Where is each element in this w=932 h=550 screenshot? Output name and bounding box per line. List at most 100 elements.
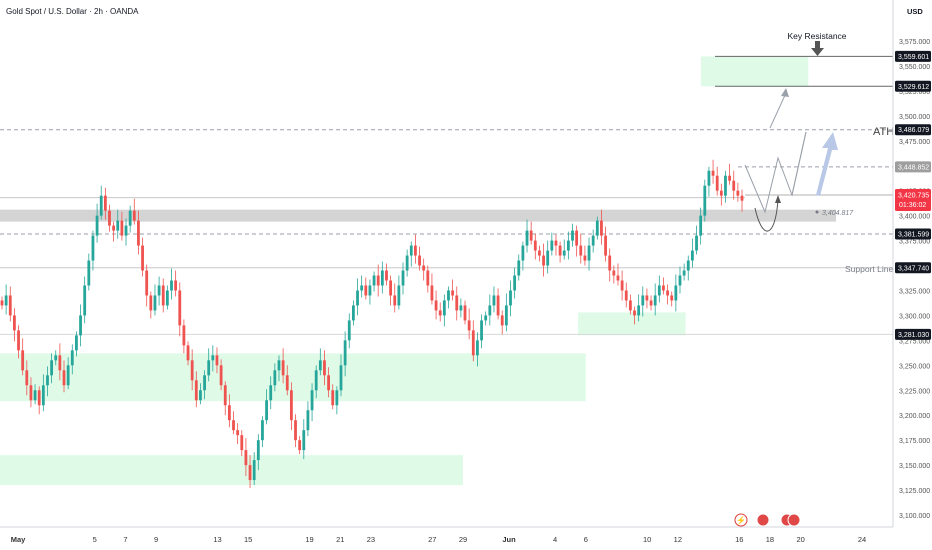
candle [364, 277, 368, 300]
candle [430, 273, 434, 305]
candle [455, 286, 459, 321]
candle [682, 263, 686, 281]
candle [331, 384, 335, 410]
candle [732, 170, 736, 200]
candle [509, 280, 512, 317]
x-tick-label: 24 [858, 535, 866, 544]
candle [128, 205, 132, 233]
candle [153, 284, 157, 316]
chart-title: Gold Spot / U.S. Dollar · 2h · OANDA [6, 7, 139, 16]
candle [277, 355, 281, 382]
candle [595, 216, 599, 240]
candle [442, 294, 446, 327]
zone-1 [0, 455, 464, 486]
candle [289, 382, 293, 431]
candle [463, 300, 467, 325]
candle [0, 296, 4, 310]
x-tick-label: 21 [336, 535, 344, 544]
price-tag-label: 3,529.612 [898, 84, 929, 91]
x-tick-label: 20 [796, 535, 804, 544]
candle [438, 302, 442, 322]
x-tick-label: 7 [123, 535, 127, 544]
y-tick-label: 3,275.000 [899, 338, 930, 345]
blue-projection-arrow [816, 132, 838, 196]
x-tick-label: 4 [553, 535, 557, 544]
y-tick-label: 3,400.000 [899, 214, 930, 221]
y-tick-label: 3,175.000 [899, 438, 930, 445]
x-tick-label: 16 [735, 535, 743, 544]
price-axis[interactable]: 3,100.000 3,125.000 3,150.000 3,175.000 3,20… [892, 0, 931, 527]
candle [695, 225, 698, 255]
candle [108, 204, 111, 232]
candle [58, 343, 62, 381]
price-tag-label: 3,381.599 [898, 231, 929, 238]
candle [740, 189, 744, 212]
candle [583, 245, 587, 266]
candle [314, 365, 318, 399]
candle [248, 455, 252, 489]
candle [174, 270, 178, 297]
candle [409, 241, 413, 267]
candle [256, 434, 260, 471]
candle [488, 294, 492, 326]
candle [294, 414, 297, 448]
time-axis[interactable]: May 5 7 9 13 15 19 21 23 27 29 Jun 4 6 10 12 16 18 20 24 [0, 526, 893, 544]
candle [83, 276, 87, 324]
candle [620, 270, 624, 301]
candle [686, 255, 690, 281]
price-tag-6 [895, 262, 931, 274]
candle [141, 237, 144, 277]
price-tag-5 [895, 228, 931, 240]
candle [190, 349, 194, 391]
countdown-label: 01:36:02 [899, 202, 926, 209]
candle [318, 348, 322, 376]
candle [66, 357, 70, 390]
candle [562, 239, 566, 260]
candle [145, 264, 149, 307]
candle [87, 253, 91, 291]
candle [724, 170, 727, 203]
candle [447, 286, 450, 309]
x-tick-label: 9 [154, 535, 158, 544]
candle [356, 278, 359, 316]
x-tick-label: 27 [428, 535, 436, 544]
us-flag-event-icon-3[interactable] [787, 513, 801, 527]
us-flag-event-icon[interactable] [756, 513, 770, 527]
candle [422, 258, 426, 281]
economic-events[interactable]: ⚡ [734, 513, 801, 527]
candle [50, 353, 54, 384]
candle [265, 389, 268, 425]
candle [707, 166, 711, 197]
y-tick-label: 3,375.000 [899, 239, 930, 246]
candle [41, 374, 45, 412]
candle [719, 183, 723, 206]
candle [608, 248, 612, 282]
x-tick-label: 23 [367, 535, 375, 544]
ath-label: ATH [873, 126, 894, 138]
candle [232, 411, 235, 435]
candle [157, 276, 161, 306]
candle [120, 211, 124, 241]
candle [46, 366, 49, 397]
candle [203, 370, 206, 400]
price-tag-2 [895, 124, 931, 136]
lightning-event-icon[interactable] [734, 513, 748, 527]
candle [261, 416, 264, 448]
candle [8, 286, 12, 322]
candle [670, 291, 674, 307]
candle [666, 284, 669, 305]
currency-box[interactable] [894, 3, 930, 19]
price-tag-1 [895, 80, 931, 92]
candle [178, 282, 182, 337]
candle [418, 246, 421, 271]
level-lines [0, 55, 893, 335]
candle [223, 381, 227, 416]
candle [199, 383, 202, 405]
resistance-band [0, 209, 836, 222]
candle [62, 360, 66, 393]
candle [405, 249, 409, 277]
price-tag-label: 3,486.079 [898, 127, 929, 134]
y-tick-label: 3,325.000 [899, 288, 930, 295]
candle [674, 274, 678, 312]
